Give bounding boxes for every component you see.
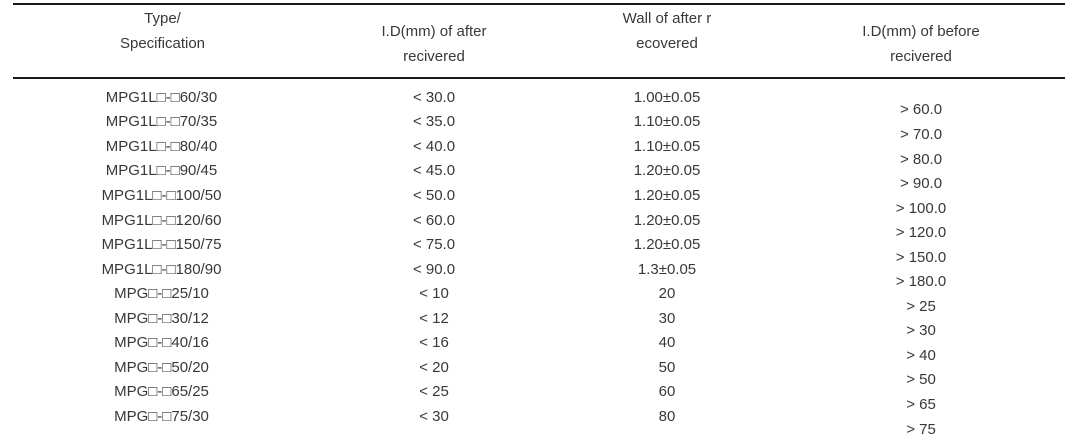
- table-row: MPG1L□-□70/35 < 35.0 1.10±0.05: [13, 110, 776, 135]
- table-row: MPG1L□-□150/75 < 75.0 1.20±0.05: [13, 232, 776, 257]
- column-header-wall-after: Wall of after r ecovered: [558, 6, 776, 56]
- cell-id-after: < 20: [419, 358, 449, 376]
- cell-type-spec: MPG1L□-□80/40: [105, 137, 218, 155]
- cell-type-spec: MPG□-□50/20: [114, 358, 209, 376]
- cell-type-spec: MPG1L□-□90/45: [105, 162, 218, 180]
- cell-wall-after: 1.20±0.05: [633, 236, 701, 254]
- cell-id-before: > 65: [906, 396, 936, 414]
- cell-id-before: > 80.0: [899, 150, 943, 168]
- cell-id-after: < 40.0: [412, 137, 456, 155]
- cell-id-after: < 60.0: [412, 211, 456, 229]
- cell-type-spec: MPG1L□-□60/30: [105, 88, 218, 106]
- cell-wall-after: 1.3±0.05: [637, 260, 697, 278]
- cell-id-after: < 30: [419, 407, 449, 425]
- table-row: MPG1L□-□80/40 < 40.0 1.10±0.05: [13, 134, 776, 159]
- table-row: MPG1L□-□90/45 < 45.0 1.20±0.05: [13, 159, 776, 184]
- cell-id-before: > 60.0: [899, 101, 943, 119]
- column-id-before: > 60.0 > 70.0 > 80.0 > 90.0 > 100.0 > 12…: [776, 98, 1066, 440]
- column-header-type-spec: Type/ Specification: [15, 6, 310, 56]
- table-body: MPG1L□-□60/30 < 30.0 1.00±0.05 MPG1L□-□7…: [13, 85, 776, 429]
- cell-id-after: < 10: [419, 285, 449, 303]
- cell-id-after: < 35.0: [412, 113, 456, 131]
- cell-wall-after: 50: [658, 358, 676, 376]
- table-row: MPG□-□25/10 < 10 20: [13, 281, 776, 306]
- cell-type-spec: MPG□-□65/25: [114, 383, 209, 401]
- table-top-border: [13, 3, 1065, 5]
- cell-wall-after: 40: [658, 334, 676, 352]
- header-line-1: I.D(mm) of before: [862, 23, 980, 40]
- table-row: MPG□-□65/25 < 25 60: [13, 380, 776, 405]
- header-line-2: recivered: [403, 48, 465, 65]
- cell-wall-after: 1.20±0.05: [633, 186, 701, 204]
- cell-id-before: > 75: [906, 420, 936, 438]
- table-row: MPG□-□75/30 < 30 80: [13, 404, 776, 429]
- cell-id-after: < 25: [419, 383, 449, 401]
- cell-id-before: > 70.0: [899, 126, 943, 143]
- header-line-2: recivered: [890, 48, 952, 65]
- column-header-id-after: I.D(mm) of after recivered: [310, 19, 558, 69]
- table-row: MPG□-□50/20 < 20 50: [13, 355, 776, 380]
- cell-wall-after: 20: [658, 285, 676, 303]
- cell-id-before: > 180.0: [895, 273, 947, 291]
- cell-id-before: > 30: [906, 322, 936, 340]
- cell-id-before: > 120.0: [895, 224, 947, 242]
- cell-type-spec: MPG1L□-□150/75: [101, 236, 222, 254]
- cell-wall-after: 1.00±0.05: [633, 88, 701, 106]
- table-row: MPG□-□40/16 < 16 40: [13, 330, 776, 355]
- cell-type-spec: MPG□-□25/10: [114, 285, 209, 303]
- cell-id-before: > 50: [906, 371, 936, 389]
- cell-wall-after: 1.10±0.05: [633, 137, 701, 155]
- table-row: MPG1L□-□180/90 < 90.0 1.3±0.05: [13, 257, 776, 282]
- column-header-id-before: I.D(mm) of before recivered: [776, 19, 1066, 69]
- header-line-2: ecovered: [636, 35, 698, 52]
- cell-id-before: > 90.0: [899, 175, 943, 193]
- cell-id-before: > 150.0: [895, 248, 947, 266]
- cell-wall-after: 1.10±0.05: [633, 113, 701, 131]
- cell-type-spec: MPG1L□-□180/90: [101, 260, 222, 278]
- header-line-1: Type/: [144, 10, 181, 27]
- cell-wall-after: 30: [658, 309, 676, 327]
- cell-type-spec: MPG1L□-□70/35: [105, 113, 218, 131]
- cell-type-spec: MPG□-□40/16: [114, 334, 209, 352]
- cell-id-after: < 12: [419, 309, 449, 327]
- header-separator-line: [13, 77, 1065, 79]
- cell-id-before: > 40: [906, 346, 936, 364]
- cell-id-before: > 25: [906, 297, 936, 315]
- cell-id-after: < 50.0: [412, 186, 456, 204]
- table-row: MPG1L□-□100/50 < 50.0 1.20±0.05: [13, 183, 776, 208]
- cell-id-after: < 30.0: [412, 88, 456, 106]
- cell-type-spec: MPG1L□-□120/60: [101, 211, 222, 229]
- cell-id-after: < 16: [419, 334, 449, 352]
- cell-type-spec: MPG□-□75/30: [114, 407, 209, 425]
- table-row: MPG□-□30/12 < 12 30: [13, 306, 776, 331]
- cell-id-after: < 90.0: [412, 260, 456, 278]
- header-line-2: Specification: [119, 35, 206, 52]
- header-line-1: Wall of after r: [622, 10, 712, 27]
- cell-wall-after: 80: [658, 407, 676, 425]
- cell-wall-after: 60: [658, 383, 676, 401]
- cell-wall-after: 1.20±0.05: [633, 211, 701, 229]
- header-line-1: I.D(mm) of after: [381, 23, 487, 40]
- cell-id-after: < 45.0: [412, 162, 456, 180]
- table-row: MPG1L□-□120/60 < 60.0 1.20±0.05: [13, 208, 776, 233]
- cell-id-before: > 100.0: [895, 199, 947, 217]
- cell-type-spec: MPG□-□30/12: [114, 309, 209, 327]
- table-row: MPG1L□-□60/30 < 30.0 1.00±0.05: [13, 85, 776, 110]
- cell-wall-after: 1.20±0.05: [633, 162, 701, 180]
- cell-type-spec: MPG1L□-□100/50: [101, 186, 222, 204]
- cell-id-after: < 75.0: [412, 236, 456, 254]
